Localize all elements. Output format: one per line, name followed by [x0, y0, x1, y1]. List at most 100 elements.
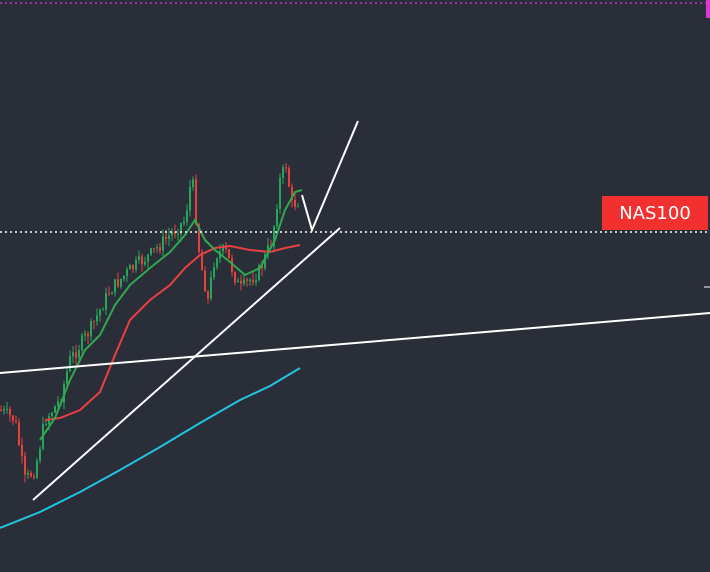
candle-body	[279, 177, 281, 209]
candle-body	[132, 264, 134, 270]
candle-body	[201, 251, 203, 271]
candle-body	[81, 335, 83, 350]
candle-body	[12, 415, 14, 421]
candle-body	[111, 292, 113, 295]
projection-arrow	[301, 120, 359, 234]
candle-body	[252, 279, 254, 283]
candle-body	[213, 267, 215, 277]
candle-body	[135, 260, 137, 270]
candle-body	[189, 187, 191, 211]
candle-body	[177, 233, 179, 235]
symbol-label: NAS100	[619, 203, 691, 224]
candle-body	[138, 256, 140, 261]
candle-body	[264, 254, 266, 269]
candle-body	[243, 279, 245, 284]
candle-body	[231, 258, 233, 273]
candle-body	[171, 231, 173, 236]
candle-body	[240, 280, 242, 284]
candle-body	[141, 256, 143, 265]
candle-body	[174, 231, 176, 235]
candle-body	[24, 455, 26, 475]
candle-body	[288, 168, 290, 187]
candle-body	[183, 221, 185, 224]
candle-body	[258, 265, 260, 281]
candle-body	[69, 356, 71, 372]
candle-body	[39, 448, 41, 461]
candle-body	[84, 333, 86, 336]
candle-body	[0, 410, 2, 411]
support-line	[0, 312, 710, 374]
candle-body	[18, 422, 20, 445]
candle-body	[147, 254, 149, 262]
candle-body	[237, 280, 239, 283]
candle-body	[159, 247, 161, 251]
candle-body	[36, 460, 38, 478]
candle-body	[291, 186, 293, 200]
moving-average-long	[0, 367, 301, 529]
candle-body	[45, 424, 47, 426]
candle-body	[72, 352, 74, 357]
candle-body	[222, 245, 224, 252]
candle-body	[144, 261, 146, 265]
candle-body	[90, 321, 92, 337]
candle-body	[192, 179, 194, 188]
candle-body	[282, 167, 284, 178]
candle-body	[120, 278, 122, 287]
candle-body	[165, 236, 167, 239]
candle-body	[216, 258, 218, 268]
candle-body	[108, 293, 110, 295]
candle-body	[129, 264, 131, 270]
candle-body	[180, 223, 182, 234]
moving-average-mid	[44, 244, 301, 421]
candle-body	[87, 333, 89, 337]
candle-body	[294, 199, 296, 207]
trend-line	[32, 227, 341, 501]
edge-marker	[706, 0, 710, 18]
candle-body	[126, 269, 128, 276]
candle-body	[234, 272, 236, 283]
candle-body	[195, 179, 197, 225]
candle-body	[93, 321, 95, 323]
candle-body	[186, 210, 188, 222]
candle-body	[102, 309, 104, 311]
candle-body	[204, 270, 206, 292]
candle-body	[123, 275, 125, 279]
candle-body	[246, 279, 248, 281]
candle-body	[3, 409, 5, 411]
candle-body	[276, 208, 278, 227]
candle-body	[267, 245, 269, 255]
candle-body	[33, 476, 35, 478]
candle-body	[75, 352, 77, 358]
candle-body	[96, 315, 98, 322]
candle-body	[54, 405, 56, 413]
candle-body	[249, 279, 251, 281]
candle-body	[99, 309, 101, 316]
candle-body	[105, 293, 107, 310]
candle-body	[156, 247, 158, 249]
candle-body	[168, 235, 170, 239]
candle-body	[30, 472, 32, 477]
candle-body	[27, 472, 29, 475]
candle-body	[21, 444, 23, 456]
candle-body	[210, 276, 212, 299]
candle-body	[57, 401, 59, 406]
candle-body	[78, 349, 80, 358]
candle-body	[114, 279, 116, 293]
candle-body	[228, 249, 230, 259]
candle-body	[285, 167, 287, 169]
candle-body	[207, 291, 209, 299]
candle-body	[66, 371, 68, 384]
candle-body	[9, 408, 11, 416]
candle-body	[261, 265, 263, 269]
candle-body	[153, 248, 155, 250]
candle-body	[51, 412, 53, 417]
candle-body	[6, 408, 8, 410]
candle-body	[15, 420, 17, 423]
candle-body	[198, 224, 200, 252]
price-label-box	[602, 196, 708, 230]
candle-body	[273, 226, 275, 247]
moving-average-short	[39, 189, 303, 441]
